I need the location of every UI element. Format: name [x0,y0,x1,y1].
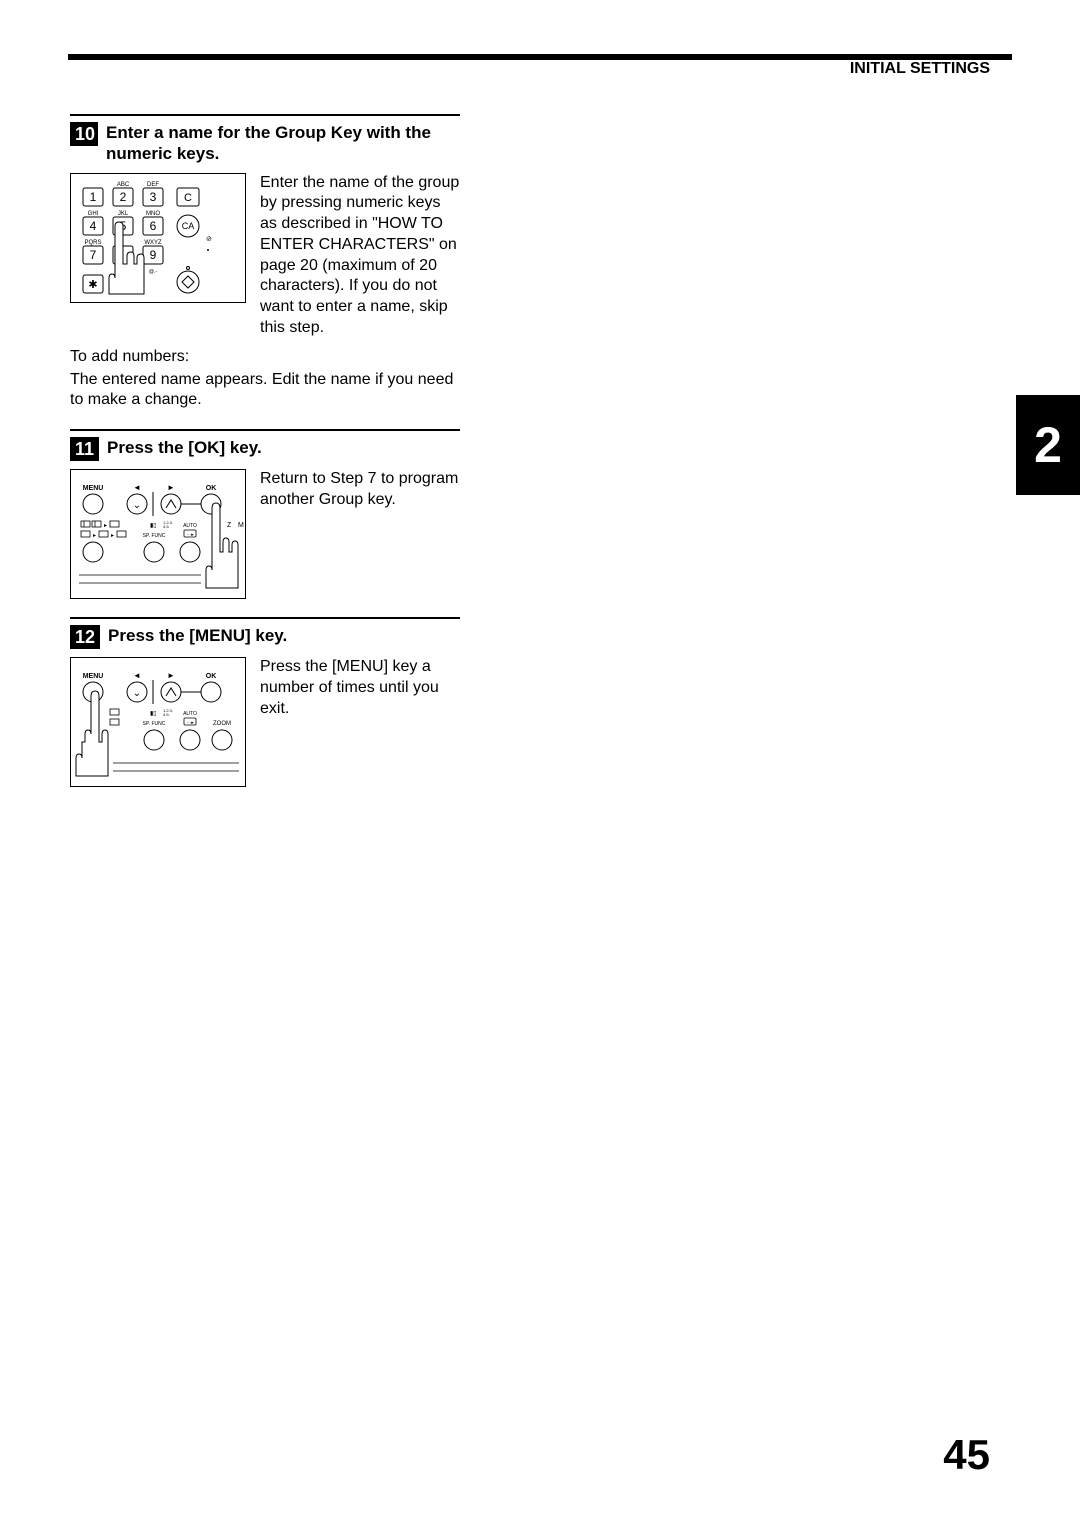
page-number: 45 [943,1431,990,1479]
step11-desc: Return to Step 7 to program another Grou… [260,469,460,511]
step12-header: 12 Press the [MENU] key. [70,625,460,649]
step-badge: 11 [70,437,99,461]
step-rule [70,429,460,431]
step10-header: 10 Enter a name for the Group Key with t… [70,122,460,165]
step10-desc: Enter the name of the group by pressing … [260,173,460,339]
svg-text:AUTO: AUTO [183,523,197,529]
step-rule [70,114,460,116]
svg-text:MENU: MENU [83,485,104,492]
step10-below2: The entered name appears. Edit the name … [70,370,460,412]
svg-text:▸: ▸ [93,533,96,539]
svg-text:Z: Z [227,522,232,529]
menu-press-diagram: MENU ◄ ► OK ⌄ ▮▯ 1.2.3. 4.5. SP. FUNC [70,657,246,787]
svg-text:4.5.: 4.5. [163,524,170,529]
keypad-diagram: ABC DEF 1 2 3 C GHI JKL MNO 4 5 [70,173,246,303]
svg-text:ABC: ABC [117,182,130,188]
svg-text:WXYZ: WXYZ [144,240,162,246]
svg-text:▸: ▸ [111,533,114,539]
section-header: INITIAL SETTINGS [850,60,990,78]
svg-text:⊘: ⊘ [206,236,212,243]
step11-header: 11 Press the [OK] key. [70,437,460,461]
svg-text:SP. FUNC: SP. FUNC [143,721,166,727]
svg-text:SP. FUNC: SP. FUNC [143,533,166,539]
svg-text:✱: ✱ [88,279,97,291]
svg-text:▮▯: ▮▯ [150,523,157,529]
step-badge: 12 [70,625,100,649]
svg-text:7: 7 [90,248,97,262]
svg-text:3: 3 [150,190,157,204]
step10-below1: To add numbers: [70,347,460,368]
svg-text:◄: ◄ [133,671,141,680]
svg-text:C: C [184,192,192,204]
step-title: Press the [MENU] key. [108,625,287,646]
step-title: Enter a name for the Group Key with the … [106,122,460,165]
svg-text:JKL: JKL [118,211,129,217]
svg-text:9: 9 [150,248,157,262]
svg-text:DEF: DEF [147,182,159,188]
svg-text:ZOOM: ZOOM [213,721,231,727]
step-badge: 10 [70,122,98,146]
svg-text:PQRS: PQRS [84,240,101,246]
svg-text:2: 2 [120,190,127,204]
menu-ok-diagram: MENU ◄ ► OK ⌄ ▸ ▮▯ 1.2.3. 4. [70,469,246,599]
svg-text:►: ► [167,671,175,680]
svg-text:AUTO: AUTO [183,711,197,717]
svg-text:@.-: @.- [149,269,157,275]
step-title: Press the [OK] key. [107,437,262,458]
svg-text:MENU: MENU [83,673,104,680]
svg-text:⋯▸: ⋯▸ [186,532,194,538]
svg-text:▮▯: ▮▯ [150,711,157,717]
svg-text:◄: ◄ [133,483,141,492]
step-rule [70,617,460,619]
svg-text:⌄: ⌄ [133,500,141,511]
svg-text:▸: ▸ [104,523,107,529]
svg-text:OK: OK [206,673,217,680]
svg-text:►: ► [167,483,175,492]
step12-desc: Press the [MENU] key a number of times u… [260,657,460,719]
svg-text:4.5.: 4.5. [163,712,170,717]
svg-text:CA: CA [182,221,195,231]
svg-text:6: 6 [150,219,157,233]
svg-text:4: 4 [90,219,97,233]
svg-text:1: 1 [90,190,97,204]
svg-text:OK: OK [206,485,217,492]
svg-text:M: M [238,522,244,529]
chapter-tab: 2 [1016,395,1080,495]
svg-text:⌄: ⌄ [133,688,141,699]
svg-text:⋯▸: ⋯▸ [186,720,194,726]
svg-text:MNO: MNO [146,211,160,217]
svg-text:GHI: GHI [88,211,99,217]
